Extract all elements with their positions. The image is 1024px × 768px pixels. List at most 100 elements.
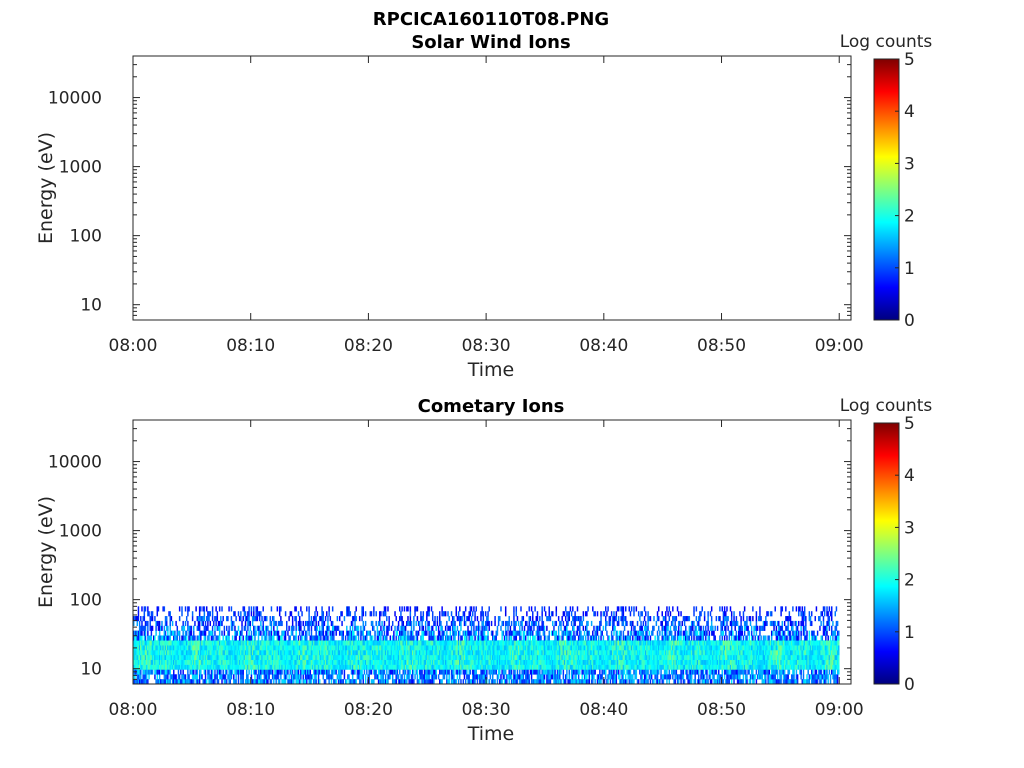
heatmap-cell [235, 664, 237, 670]
heatmap-cell [513, 664, 515, 670]
heatmap-cell [190, 659, 193, 665]
heatmap-cell [439, 630, 441, 636]
heatmap-cell [582, 679, 585, 684]
heatmap-cell [262, 679, 264, 684]
heatmap-cell [222, 654, 224, 661]
heatmap-cell [234, 611, 236, 617]
heatmap-cell [137, 611, 140, 617]
heatmap-cell [620, 664, 622, 670]
heatmap-cell [523, 640, 526, 646]
heatmap-cell [381, 645, 383, 651]
heatmap-cell [250, 664, 253, 670]
heatmap-cell [162, 645, 164, 651]
heatmap-cell [142, 645, 144, 651]
heatmap-cell [396, 625, 399, 631]
heatmap-cell [255, 659, 257, 665]
heatmap-cell [300, 606, 302, 612]
heatmap-cell [439, 611, 441, 617]
heatmap-cell [347, 606, 349, 612]
heatmap-cell [499, 654, 501, 661]
heatmap-cell [204, 654, 207, 661]
heatmap-cell [161, 620, 163, 627]
heatmap-cell [614, 616, 616, 622]
heatmap-cell [228, 645, 230, 651]
heatmap-cell [369, 645, 372, 651]
heatmap-cell [521, 664, 523, 670]
heatmap-cell [214, 674, 216, 680]
heatmap-cell [615, 659, 618, 665]
heatmap-cell [137, 654, 140, 661]
heatmap-cell [283, 630, 286, 636]
heatmap-cell [507, 625, 509, 631]
heatmap-cell [443, 630, 446, 636]
heatmap-cell [462, 640, 465, 646]
heatmap-cell [477, 674, 480, 680]
heatmap-cell [581, 659, 583, 665]
heatmap-cell [269, 650, 272, 656]
heatmap-cell [574, 669, 576, 675]
heatmap-cell [255, 679, 257, 684]
heatmap-cell [306, 659, 308, 665]
heatmap-cell [333, 679, 335, 684]
heatmap-cell [417, 630, 420, 636]
heatmap-cell [160, 669, 162, 675]
heatmap-cell [220, 620, 222, 627]
heatmap-cell [563, 654, 566, 661]
heatmap-cell [180, 659, 182, 665]
heatmap-cell [493, 664, 495, 670]
heatmap-cell [318, 616, 321, 622]
heatmap-cell [337, 640, 340, 646]
heatmap-cell [350, 669, 353, 675]
heatmap-cell [181, 664, 183, 670]
heatmap-cell [347, 635, 349, 641]
heatmap-cell [343, 664, 346, 670]
heatmap-cell [182, 625, 184, 631]
heatmap-cell [557, 640, 560, 646]
heatmap-cell [512, 640, 514, 646]
heatmap-cell [190, 650, 193, 656]
heatmap-cell [616, 669, 619, 675]
heatmap-cell [462, 659, 465, 665]
heatmap-cell [590, 620, 593, 627]
heatmap-cell [402, 664, 405, 670]
heatmap-cell [269, 635, 272, 641]
heatmap-cell [579, 654, 581, 661]
heatmap-cell [539, 669, 541, 675]
heatmap-cell [382, 645, 385, 651]
heatmap-cell [142, 650, 144, 656]
heatmap-cell [143, 606, 146, 612]
heatmap-cell [355, 679, 357, 684]
heatmap-cell [329, 650, 332, 656]
heatmap-cell [340, 659, 342, 665]
heatmap-cell [459, 664, 461, 670]
heatmap-cell [171, 620, 174, 627]
heatmap-cell [377, 620, 380, 627]
heatmap-cell [625, 616, 627, 622]
heatmap-cell [579, 659, 581, 665]
heatmap-cell [355, 635, 357, 641]
heatmap-cell [613, 654, 615, 661]
heatmap-cell [375, 650, 377, 656]
heatmap-cell [327, 674, 329, 680]
heatmap-cell [254, 645, 256, 651]
heatmap-cell [364, 640, 367, 646]
heatmap-cell [291, 616, 294, 622]
heatmap-cell [351, 650, 354, 656]
heatmap-cell [533, 654, 535, 661]
heatmap-cell [620, 669, 622, 675]
heatmap-cell [605, 650, 607, 656]
heatmap-cell [400, 659, 402, 665]
heatmap-cell [599, 654, 601, 661]
heatmap-cell [547, 664, 549, 670]
heatmap-cell [315, 620, 317, 627]
heatmap-cell [603, 654, 606, 661]
heatmap-cell [410, 674, 413, 680]
heatmap-cell [384, 654, 387, 661]
heatmap-cell [459, 669, 461, 675]
heatmap-cell [486, 679, 488, 684]
heatmap-cell [253, 630, 255, 636]
heatmap-cell [500, 664, 502, 670]
heatmap-cell [606, 645, 608, 651]
heatmap-cell [277, 635, 280, 641]
heatmap-cell [144, 679, 147, 684]
